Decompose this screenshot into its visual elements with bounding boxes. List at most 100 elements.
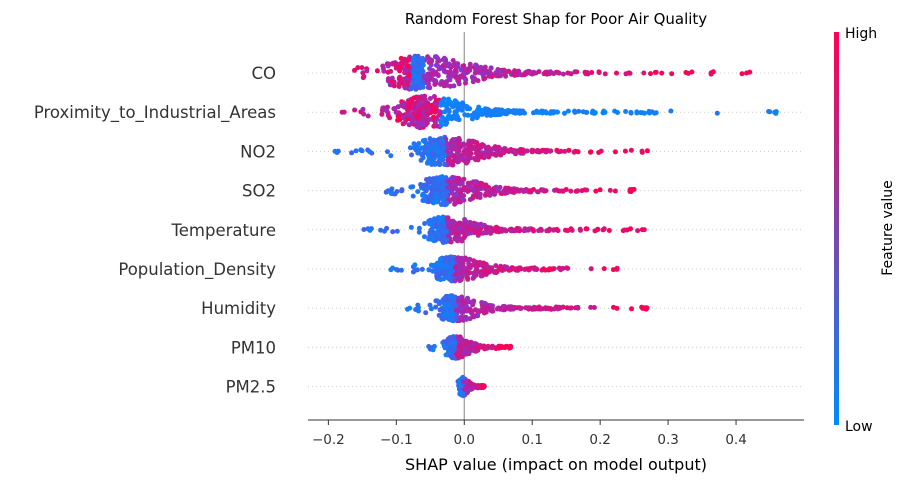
shap-point [431,94,437,99]
shap-point [652,69,658,75]
shap-point [635,228,641,234]
shap-point [465,112,471,118]
shap-point [446,116,451,122]
shap-point [455,114,460,120]
shap-point [465,67,471,73]
shap-point [456,225,462,231]
shap-point [628,226,633,232]
shap-point [447,274,453,280]
shap-point [501,67,507,73]
feature-points [455,374,487,399]
shap-point [380,105,386,111]
shap-point [392,106,398,111]
shap-point [447,293,453,299]
shap-point [593,188,599,194]
shap-point [508,343,514,349]
shap-point [464,275,470,281]
shap-point [459,237,465,243]
shap-point [442,271,448,277]
shap-point [669,71,675,77]
shap-point [422,221,428,226]
shap-point [424,73,429,79]
shap-point [427,96,433,101]
shap-point [426,108,432,114]
shap-point [504,343,510,349]
shap-point [438,122,444,128]
shap-point [465,388,471,393]
shap-point [444,237,450,243]
shap-point [485,70,491,76]
shap-point [516,226,522,232]
shap-point [470,384,476,389]
shap-point [524,148,530,154]
shap-point [433,267,439,273]
shap-point [470,341,476,347]
feature-label: Proximity_to_Industrial_Areas [34,103,276,123]
shap-point [439,174,445,180]
shap-point [445,185,451,190]
shap-point [512,227,518,233]
shap-point [490,308,496,314]
shap-point [423,140,429,146]
shap-point [461,142,467,148]
shap-point [386,61,392,67]
shap-point [560,71,566,77]
shap-point [556,149,562,155]
shap-point [473,179,479,185]
shap-point [562,110,567,116]
shap-point [456,135,462,141]
shap-point [398,103,404,108]
shap-point [547,266,553,272]
shap-point [446,156,451,162]
shap-point [419,266,425,272]
shap-point [359,148,365,154]
shap-point [480,72,486,78]
shap-point [430,138,436,144]
shap-point [441,82,447,88]
shap-point [456,273,461,279]
shap-point [378,227,384,233]
shap-point [388,191,394,196]
shap-point [488,225,493,231]
shap-point [389,79,395,85]
shap-point [602,71,608,77]
shap-point [612,149,618,155]
shap-point [409,184,415,190]
feature-points [426,334,514,361]
shap-point [424,149,430,155]
shap-point [451,336,457,342]
shap-point [450,354,456,360]
shap-point [414,104,420,110]
shap-point [467,265,473,271]
shap-point [565,265,571,271]
shap-point [435,180,441,186]
shap-point [428,192,434,198]
shap-point [406,122,412,128]
shap-point [423,310,429,316]
colorbar-title: Feature value [880,180,896,276]
shap-point [445,219,451,225]
shap-point [461,193,467,199]
shap-point [710,69,716,75]
shap-point [582,69,588,75]
shap-point [450,58,456,63]
shap-point [614,305,620,311]
shap-point [382,228,387,234]
shap-point [543,149,549,155]
shap-point [384,189,390,195]
shap-point [555,228,561,234]
shap-point [601,226,607,232]
shap-point [530,305,536,311]
shap-point [458,67,464,73]
shap-point [379,111,385,117]
shap-point [416,229,422,235]
shap-point [394,228,400,234]
shap-point [416,141,422,146]
shap-point [480,384,486,390]
shap-point [583,226,589,232]
shap-point [628,147,634,153]
x-tick-label: 0.3 [657,432,678,448]
shap-point [417,85,423,91]
shap-point [444,193,450,199]
shap-point [384,108,390,114]
